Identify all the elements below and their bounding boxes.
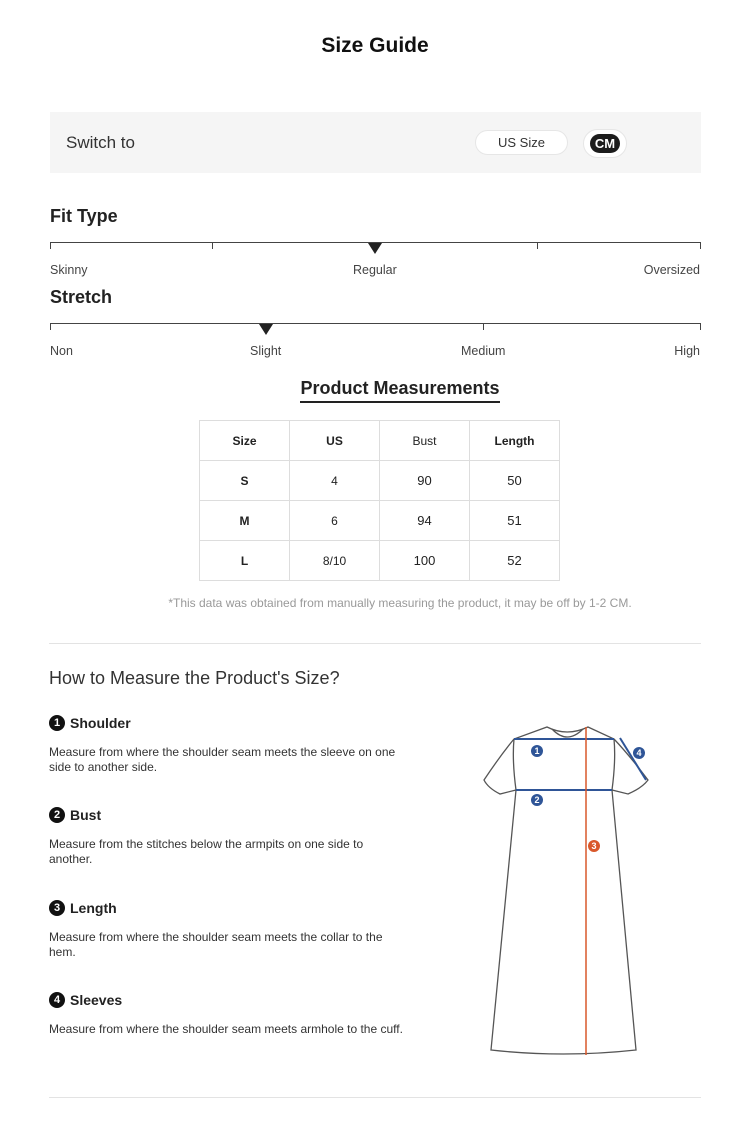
table-row: S 4 90 50 [199,460,560,501]
stretch-label-medium: Medium [461,344,506,358]
marker-2-icon [531,794,543,806]
step-shoulder: 1 Shoulder Measure from where the shoulde… [49,715,409,775]
length-cell: 51 [469,500,560,541]
marker-4-icon [633,747,645,759]
number-2-icon: 2 [49,807,65,823]
number-4-icon: 4 [49,992,65,1008]
stretch-scale [50,323,701,324]
us-size-button[interactable]: US Size [475,130,568,155]
step-description: Measure from where the shoulder seam mee… [49,1022,403,1036]
switch-label: Switch to [66,133,135,152]
table-row: M 6 94 51 [199,500,560,541]
step-title: Sleeves [70,992,123,1008]
how-to-measure-title: How to Measure the Product's Size? [49,668,340,688]
number-1-icon: 1 [49,715,65,731]
tick [50,242,51,249]
size-cell: S [199,460,290,501]
header-cell: Bust [379,420,470,461]
bust-cell: 94 [379,500,470,541]
dress-outline [483,726,649,1055]
fit-label-oversized: Oversized [643,263,700,277]
stretch-label-non: Non [50,344,73,358]
unit-switch-bar: Switch to US Size CM [50,112,701,173]
step-title: Shoulder [70,715,131,731]
us-cell: 8/10 [289,540,380,581]
divider [49,1097,701,1098]
measurements-title: Product Measurements [0,378,750,403]
fit-type-scale [50,242,701,243]
size-cell: L [199,540,290,581]
bust-cell: 90 [379,460,470,501]
tick [483,323,484,330]
marker-1-icon [531,745,543,757]
sleeve-line [619,737,647,781]
step-sleeves: 4 Sleeves Measure from where the shoulder… [49,992,409,1037]
us-cell: 4 [289,460,380,501]
tick [700,242,701,249]
stretch-title: Stretch [50,287,113,307]
cm-button[interactable]: CM [583,129,627,158]
step-bust: 2 Bust Measure from the stitches below th… [49,807,409,867]
stretch-label-slight: Slight [250,344,282,358]
bust-cell: 100 [379,540,470,581]
header-cell: Size [199,420,290,461]
stretch-label-high: High [674,344,700,358]
measurement-note: *This data was obtained from manually me… [168,596,632,610]
measurements-table: Size US Bust Length S 4 90 50 M 6 94 51 … [199,420,560,581]
step-length: 3 Length Measure from where the shoulder … [49,900,409,960]
page-title: Size Guide [321,34,429,57]
svg-text:2: 2 [534,795,539,805]
header-cell: Length [469,420,560,461]
measurements-title-text: Product Measurements [300,378,500,403]
marker-3-icon [588,840,600,852]
svg-text:4: 4 [636,748,641,758]
length-cell: 50 [469,460,560,501]
dress-diagram: 1 2 3 4 [483,726,649,1055]
fit-label-regular: Regular [353,263,397,277]
svg-text:3: 3 [591,841,596,851]
tick [537,242,538,249]
size-cell: M [199,500,290,541]
tick [50,323,51,330]
fit-label-skinny: Skinny [50,263,88,277]
step-description: Measure from where the shoulder seam mee… [49,930,383,959]
fit-indicator-icon [368,243,382,254]
cm-label: CM [589,134,621,153]
step-title: Bust [70,807,102,823]
step-title: Length [70,900,117,916]
table-row: L 8/10 100 52 [199,540,560,581]
svg-text:1: 1 [534,746,539,756]
step-description: Measure from where the shoulder seam mee… [49,745,396,774]
number-3-icon: 3 [49,900,65,916]
header-cell: US [289,420,380,461]
length-cell: 52 [469,540,560,581]
tick [212,242,213,249]
fit-type-title: Fit Type [50,206,118,226]
divider [49,643,701,644]
step-description: Measure from the stitches below the armp… [49,837,364,866]
tick [700,323,701,330]
table-header-row: Size US Bust Length [199,420,560,461]
us-cell: 6 [289,500,380,541]
stretch-indicator-icon [259,324,273,335]
